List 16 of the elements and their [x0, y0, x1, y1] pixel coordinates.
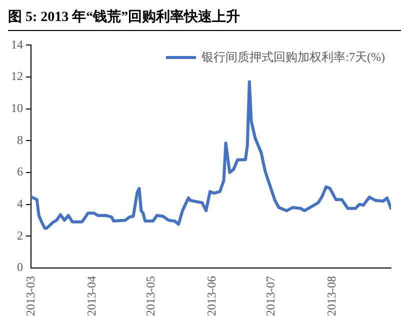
y-tick-label: 8 [17, 132, 23, 147]
y-tick-label: 14 [11, 37, 23, 52]
y-tick-label: 6 [17, 164, 23, 179]
x-tick-label: 2013-07 [264, 276, 278, 316]
legend-label: 银行间质押式回购加权利率:7天(%) [202, 49, 385, 66]
x-tick-label: 2013-06 [204, 276, 218, 316]
y-tick-label: 0 [17, 260, 23, 274]
x-tick-label: 2013-04 [84, 276, 98, 316]
x-tick-label: 2013-08 [324, 276, 338, 316]
y-tick-label: 12 [11, 69, 23, 84]
chart-title: 图 5: 2013 年“钱荒”回购利率快速上升 [8, 8, 401, 31]
y-tick-label: 2 [17, 228, 23, 242]
x-tick-label: 2013-03 [24, 276, 38, 316]
y-tick-label: 10 [11, 101, 23, 116]
x-tick-label: 2013-05 [144, 276, 158, 316]
y-tick-label: 4 [17, 196, 23, 210]
